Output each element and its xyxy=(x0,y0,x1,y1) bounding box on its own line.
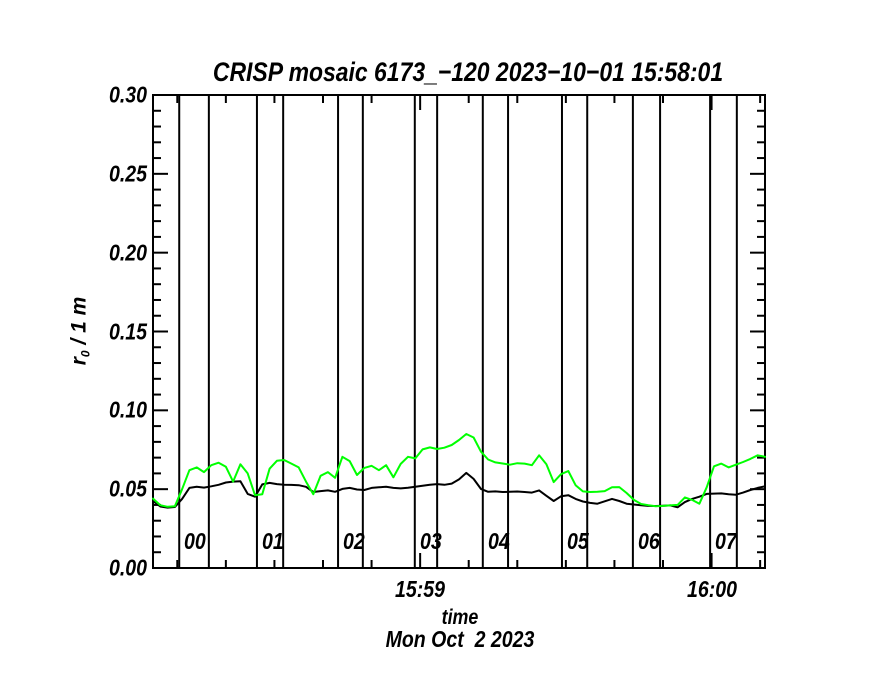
y-tick-label: 0.15 xyxy=(108,318,147,344)
scan-label: 06 xyxy=(637,528,660,554)
scan-label: 01 xyxy=(261,528,284,554)
y-tick-label: 0.00 xyxy=(108,554,147,581)
y-tick-label: 0.20 xyxy=(108,239,147,266)
r0-green-curve xyxy=(152,433,766,508)
y-tick-label: 0.10 xyxy=(108,396,147,423)
x-axis-label: time xyxy=(441,606,479,629)
scan-label: 03 xyxy=(419,528,442,554)
scan-label: 02 xyxy=(343,528,365,554)
y-axis-label-base: r xyxy=(67,357,91,366)
scan-label: 07 xyxy=(715,528,737,554)
scan-label: 00 xyxy=(184,528,206,554)
y-tick-label: 0.25 xyxy=(108,160,147,187)
x-axis-date-label: Mon Oct 2 2023 xyxy=(385,626,535,652)
x-tick-label: 16:00 xyxy=(686,576,737,602)
scan-label: 05 xyxy=(566,528,589,554)
x-tick-label: 15:59 xyxy=(395,576,446,602)
y-tick-label: 0.30 xyxy=(108,81,147,108)
scan-label: 04 xyxy=(487,528,510,554)
y-axis-label-sub: 0 xyxy=(78,350,93,358)
r0-black-curve xyxy=(152,471,766,509)
y-tick-label: 0.05 xyxy=(108,475,147,502)
plot-border xyxy=(152,94,766,569)
chart-title: CRISP mosaic 6173_−120 2023−10−01 15:58:… xyxy=(212,57,724,87)
